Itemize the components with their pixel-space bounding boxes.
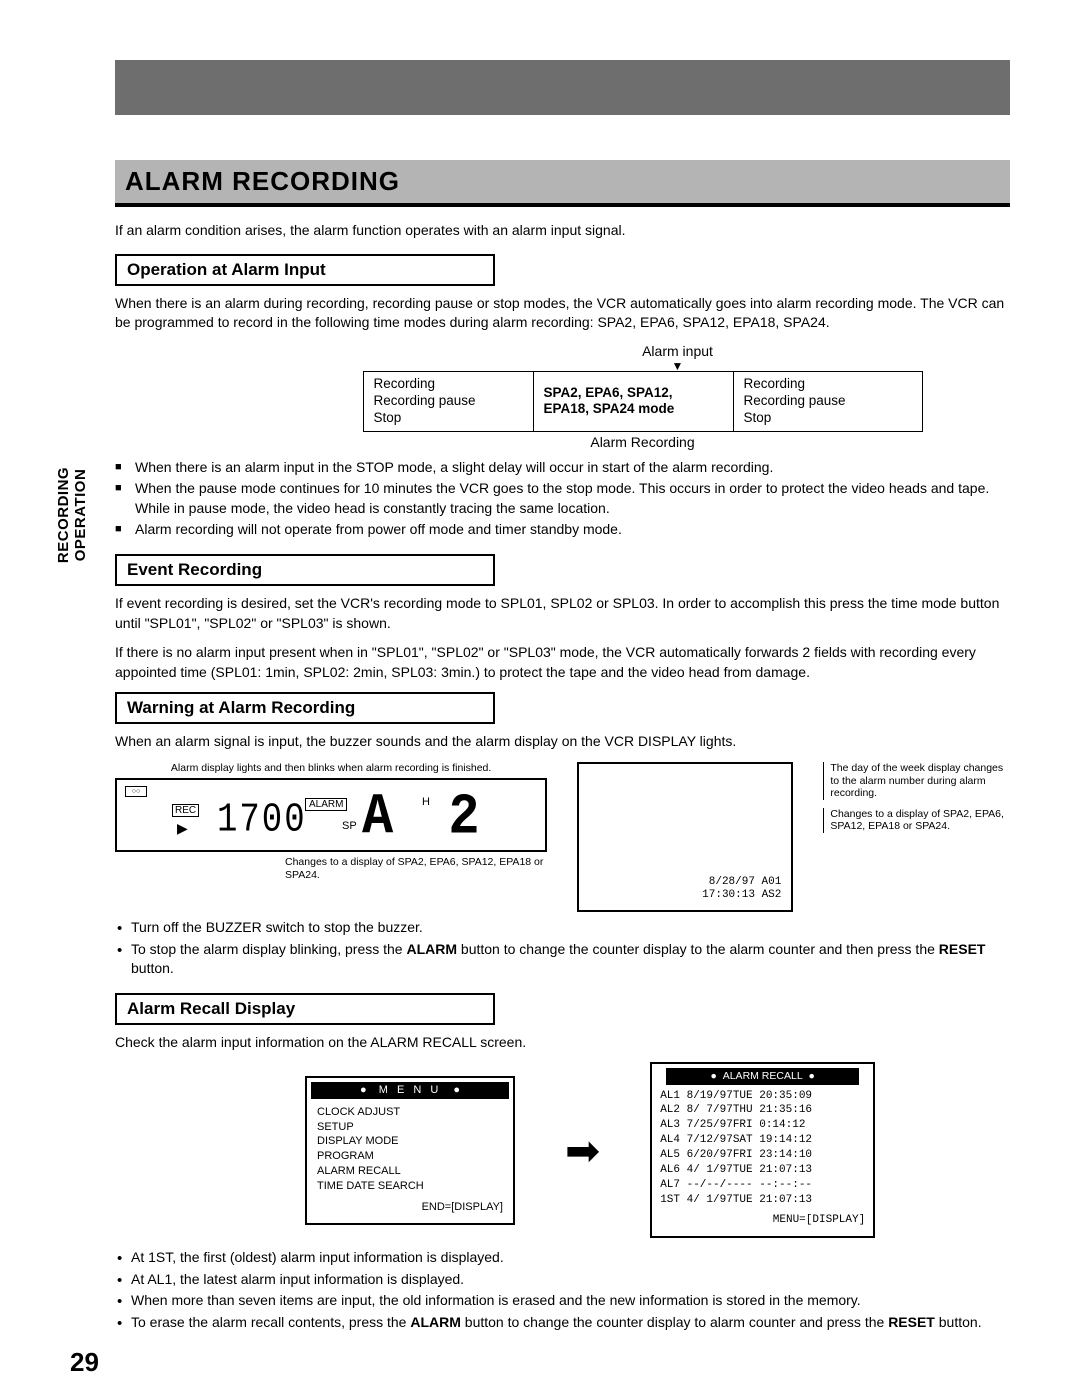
diag-mid: SPA2, EPA6, SPA12, EPA18, SPA24 mode bbox=[534, 372, 734, 431]
recall-r3: AL4 7/12/97SAT 19:14:12 bbox=[660, 1133, 865, 1148]
alarm-indicator: ALARM bbox=[305, 798, 347, 811]
recall-title-text: ALARM RECALL bbox=[723, 1070, 803, 1082]
recall-r1: AL2 8/ 7/97THU 21:35:16 bbox=[660, 1103, 865, 1118]
diag-left-2: Stop bbox=[374, 410, 523, 427]
menu-end: END=[DISPLAY] bbox=[317, 1200, 503, 1215]
s1-b2: Alarm recording will not operate from po… bbox=[115, 520, 1010, 540]
recall-r5: AL6 4/ 1/97TUE 21:07:13 bbox=[660, 1163, 865, 1178]
recall-r0: AL1 8/19/97TUE 20:35:09 bbox=[660, 1089, 865, 1104]
page-number: 29 bbox=[70, 1347, 1010, 1378]
vcr-display-block: Alarm display lights and then blinks whe… bbox=[115, 762, 547, 881]
s4-d1: At AL1, the latest alarm input informati… bbox=[115, 1270, 1010, 1290]
recall-r2: AL3 7/25/97FRI 0:14:12 bbox=[660, 1118, 865, 1133]
side-tab: RECORDING OPERATION bbox=[55, 450, 89, 580]
screen-l2: 17:30:13 AS2 bbox=[702, 889, 781, 902]
menu-i0: CLOCK ADJUST bbox=[317, 1105, 503, 1120]
diag-mid-1: EPA18, SPA24 mode bbox=[544, 401, 723, 418]
side-tab-l2: OPERATION bbox=[72, 450, 89, 580]
right-arrow-icon: ➡ bbox=[565, 1126, 600, 1175]
intro-text: If an alarm condition arises, the alarm … bbox=[115, 221, 1010, 240]
rec-indicator: REC bbox=[172, 804, 199, 817]
s3-dots: Turn off the BUZZER switch to stop the b… bbox=[115, 918, 1010, 979]
alarm-recall-screen: ● ALARM RECALL ● AL1 8/19/97TUE 20:35:09… bbox=[650, 1062, 875, 1238]
warning-row: Alarm display lights and then blinks whe… bbox=[115, 762, 1010, 912]
menu-i1: SETUP bbox=[317, 1120, 503, 1135]
menu-screen: ● M E N U ● CLOCK ADJUST SETUP DISPLAY M… bbox=[305, 1076, 515, 1225]
diag-mid-0: SPA2, EPA6, SPA12, bbox=[544, 385, 723, 402]
menu-i5: TIME DATE SEARCH bbox=[317, 1179, 503, 1194]
vcr-note-bot: Changes to a display of SPA2, EPA6, SPA1… bbox=[285, 856, 547, 881]
recall-r7: 1ST 4/ 1/97TUE 21:07:13 bbox=[660, 1193, 865, 1208]
down-arrow-icon: ▼ bbox=[345, 361, 1010, 371]
s1-b1: When the pause mode continues for 10 min… bbox=[115, 479, 1010, 518]
menu-i3: PROGRAM bbox=[317, 1149, 503, 1164]
menu-title: ● M E N U ● bbox=[311, 1082, 509, 1099]
s3-d1: To stop the alarm display blinking, pres… bbox=[115, 940, 1010, 979]
menu-row: ● M E N U ● CLOCK ADJUST SETUP DISPLAY M… bbox=[305, 1062, 1010, 1238]
sp-indicator: SP bbox=[342, 820, 357, 832]
diag-left-0: Recording bbox=[374, 376, 523, 393]
s2-p2: If there is no alarm input present when … bbox=[115, 643, 1010, 682]
vcr-code: A 2 bbox=[362, 785, 492, 850]
page-title: ALARM RECORDING bbox=[115, 160, 1010, 207]
s1-b0: When there is an alarm input in the STOP… bbox=[115, 458, 1010, 478]
s3-d0: Turn off the BUZZER switch to stop the b… bbox=[115, 918, 1010, 938]
s3-p: When an alarm signal is input, the buzze… bbox=[115, 732, 1010, 752]
s4-d0: At 1ST, the first (oldest) alarm input i… bbox=[115, 1248, 1010, 1268]
play-icon: ▶ bbox=[177, 820, 188, 837]
s4-dots: At 1ST, the first (oldest) alarm input i… bbox=[115, 1248, 1010, 1332]
tape-icon: ○○ bbox=[125, 786, 147, 797]
s3-head: Warning at Alarm Recording bbox=[115, 692, 495, 724]
vcr-time: 1700 bbox=[217, 798, 307, 844]
s4-d2: When more than seven items are input, th… bbox=[115, 1291, 1010, 1311]
menu-i2: DISPLAY MODE bbox=[317, 1134, 503, 1149]
s2-head: Event Recording bbox=[115, 554, 495, 586]
diag-caption: Alarm Recording bbox=[363, 434, 923, 450]
s1-head: Operation at Alarm Input bbox=[115, 254, 495, 286]
alarm-input-diagram: Alarm input ▼ Recording Recording pause … bbox=[275, 343, 1010, 450]
side-tab-l1: RECORDING bbox=[55, 467, 72, 563]
s1-bullets: When there is an alarm input in the STOP… bbox=[115, 458, 1010, 540]
recall-r4: AL5 6/20/97FRI 23:14:10 bbox=[660, 1148, 865, 1163]
screen-l1: 8/28/97 A01 bbox=[702, 876, 781, 889]
diag-left-1: Recording pause bbox=[374, 393, 523, 410]
recall-end: MENU=[DISPLAY] bbox=[660, 1213, 865, 1228]
menu-i4: ALARM RECALL bbox=[317, 1164, 503, 1179]
s1-para: When there is an alarm during recording,… bbox=[115, 294, 1010, 333]
diag-right-2: Stop bbox=[744, 410, 894, 427]
vcr-display: ○○ REC ▶ ALARM H SP 1700 A 2 bbox=[115, 778, 547, 852]
s4-d3: To erase the alarm recall contents, pres… bbox=[115, 1313, 1010, 1333]
diag-right-0: Recording bbox=[744, 376, 894, 393]
recall-title: ● ALARM RECALL ● bbox=[666, 1068, 859, 1084]
s2-p1: If event recording is desired, set the V… bbox=[115, 594, 1010, 633]
side-note-1: Changes to a display of SPA2, EPA6, SPA1… bbox=[823, 808, 1010, 833]
s4-p: Check the alarm input information on the… bbox=[115, 1033, 1010, 1053]
header-bar bbox=[115, 60, 1010, 115]
diag-right-1: Recording pause bbox=[744, 393, 894, 410]
side-notes: The day of the week display changes to t… bbox=[823, 762, 1010, 841]
tv-screen: 8/28/97 A01 17:30:13 AS2 bbox=[577, 762, 793, 912]
vcr-note-top: Alarm display lights and then blinks whe… bbox=[115, 762, 547, 774]
recall-r6: AL7 --/--/---- --:--:-- bbox=[660, 1178, 865, 1193]
diag-right: Recording Recording pause Stop bbox=[734, 372, 904, 431]
side-note-0: The day of the week display changes to t… bbox=[823, 762, 1010, 800]
menu-title-text: M E N U bbox=[379, 1084, 442, 1096]
s4-head: Alarm Recall Display bbox=[115, 993, 495, 1025]
diag-left: Recording Recording pause Stop bbox=[364, 372, 534, 431]
diag-top: Alarm input bbox=[345, 343, 1010, 359]
